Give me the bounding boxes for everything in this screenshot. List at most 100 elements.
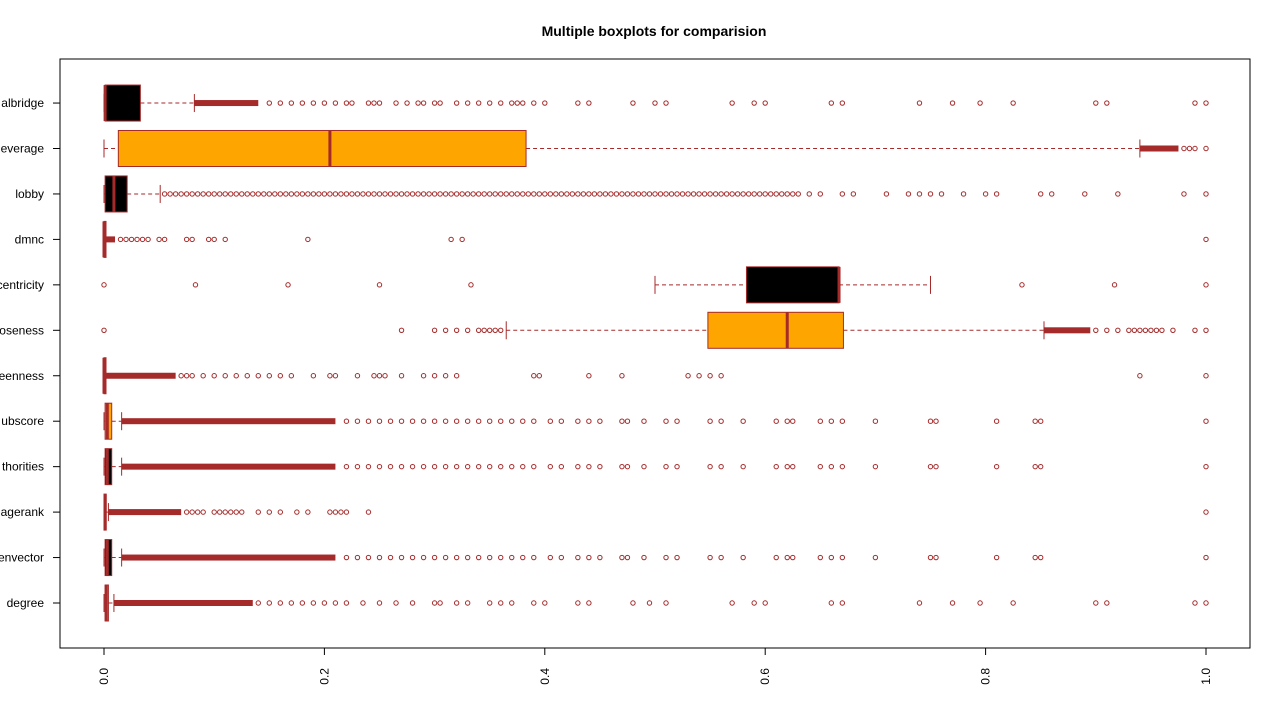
outlier-point: [343, 509, 350, 515]
outlier-point: [1170, 327, 1176, 333]
outlier-point: [531, 600, 537, 606]
outlier-point: [409, 418, 416, 424]
outlier-point: [183, 236, 190, 243]
outlier-point: [453, 463, 460, 470]
outlier-point: [547, 554, 554, 561]
boxplot-dmnc: [102, 220, 1209, 258]
outlier-point: [464, 463, 471, 470]
outlier-point: [933, 418, 939, 424]
y-axis: degree envector agerank thorities ubscore een…: [0, 96, 60, 610]
outlier-point: [883, 191, 890, 197]
outlier-point: [239, 191, 245, 197]
outlier-point: [338, 509, 344, 515]
outlier-point: [459, 236, 465, 243]
outlier-point: [211, 373, 217, 379]
outlier-point: [498, 463, 504, 470]
outlier-point: [520, 463, 526, 470]
outlier-point: [1111, 282, 1118, 288]
outlier-point: [161, 236, 168, 243]
outlier-point: [255, 191, 261, 197]
outlier-point: [817, 418, 823, 424]
outlier-point: [442, 327, 449, 333]
outlier-point: [531, 191, 537, 197]
outlier-point: [487, 327, 493, 333]
outlier-point: [531, 100, 537, 106]
outlier-point: [492, 327, 498, 333]
outlier-point: [558, 554, 565, 561]
outlier-point: [475, 554, 482, 561]
outlier-point: [663, 100, 669, 106]
outlier-point: [828, 418, 835, 424]
outlier-point: [498, 600, 504, 606]
outlier-point: [161, 191, 168, 197]
outlier-point: [398, 191, 405, 197]
outlier-point: [343, 100, 350, 106]
outlier-point: [217, 509, 223, 515]
outlier-point: [630, 191, 636, 197]
outlier-point: [784, 191, 790, 197]
outlier-point: [1032, 418, 1038, 424]
outlier-point: [575, 418, 581, 424]
outlier-point: [624, 191, 631, 197]
outlier-point: [1192, 145, 1198, 152]
outlier-point: [597, 554, 603, 561]
outlier-point: [707, 373, 713, 379]
outlier-point: [398, 554, 405, 561]
outlier-point: [178, 191, 184, 197]
outlier-point: [531, 554, 537, 561]
outlier-point: [525, 191, 531, 197]
outlier-point: [575, 100, 581, 106]
outlier-point: [481, 327, 487, 333]
outlier-point: [261, 191, 267, 197]
outlier-point: [211, 191, 217, 197]
outlier-point: [795, 191, 801, 197]
outlier-point: [492, 191, 498, 197]
outlier-point: [1082, 191, 1088, 197]
outlier-point: [233, 373, 239, 379]
outlier-point: [431, 600, 438, 606]
outlier-point: [916, 100, 923, 106]
outlier-point: [431, 373, 438, 379]
outlier-point: [277, 600, 284, 606]
boxplot-authorities: [103, 448, 1209, 486]
outlier-point: [453, 373, 460, 379]
outlier-point: [299, 600, 306, 606]
outlier-point: [916, 600, 923, 606]
outlier-point: [487, 100, 493, 106]
outlier-point: [498, 554, 504, 561]
outlier-point: [398, 463, 405, 470]
outlier-point: [1010, 100, 1016, 106]
outlier-point: [376, 600, 383, 606]
y-tick-label: centricity: [0, 278, 44, 292]
outlier-point: [475, 418, 482, 424]
outlier-point: [332, 373, 339, 379]
outlier-point: [183, 191, 190, 197]
outlier-point: [277, 373, 284, 379]
outlier-point: [343, 463, 350, 470]
outlier-point: [343, 191, 350, 197]
boxplot-closeness: [101, 311, 1209, 349]
outlier-point: [1093, 600, 1099, 606]
outlier-point: [189, 191, 195, 197]
outlier-point: [1093, 100, 1099, 106]
x-tick-label: 0.8: [979, 668, 993, 685]
outlier-point: [1203, 600, 1209, 606]
outlier-point: [586, 191, 592, 197]
outlier-point: [773, 463, 779, 470]
y-tick-label: thorities: [2, 460, 44, 474]
outlier-point: [431, 191, 438, 197]
outlier-point: [927, 191, 934, 197]
outlier-point: [1038, 463, 1044, 470]
outlier-point: [464, 418, 471, 424]
outlier-point: [762, 191, 768, 197]
outlier-point: [740, 418, 746, 424]
outlier-point: [415, 100, 421, 106]
outlier-point: [905, 191, 912, 197]
outlier-point: [387, 463, 394, 470]
outlier-point: [641, 463, 647, 470]
y-tick-label: dmnc: [15, 232, 44, 246]
outlier-point: [294, 191, 300, 197]
outlier-point: [183, 509, 190, 515]
outlier-point: [498, 418, 504, 424]
outlier-point: [635, 191, 642, 197]
